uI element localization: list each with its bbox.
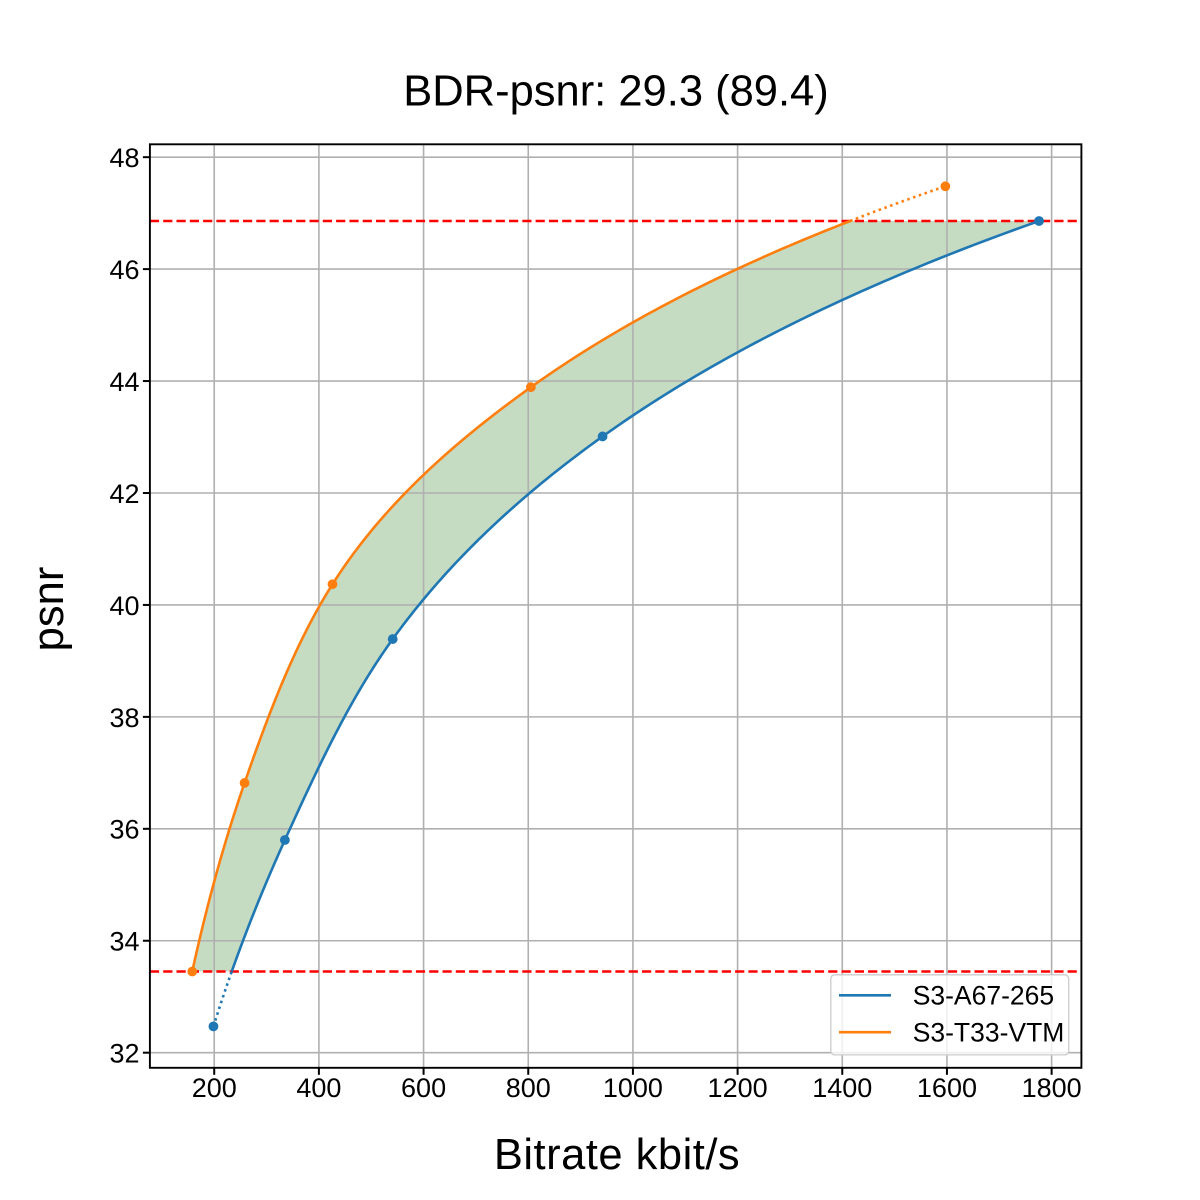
svg-text:40: 40 (109, 591, 139, 621)
svg-text:800: 800 (506, 1073, 551, 1103)
svg-text:34: 34 (109, 927, 139, 957)
svg-text:600: 600 (401, 1073, 446, 1103)
svg-text:1800: 1800 (1022, 1073, 1082, 1103)
svg-text:200: 200 (192, 1073, 237, 1103)
svg-text:400: 400 (296, 1073, 341, 1103)
svg-text:psnr: psnr (25, 567, 73, 652)
svg-text:BDR-psnr: 29.3 (89.4): BDR-psnr: 29.3 (89.4) (403, 68, 829, 116)
svg-text:S3-A67-265: S3-A67-265 (913, 980, 1054, 1010)
svg-text:38: 38 (109, 703, 139, 733)
svg-text:44: 44 (109, 367, 139, 397)
svg-text:42: 42 (109, 479, 139, 509)
svg-text:48: 48 (109, 143, 139, 173)
svg-text:1000: 1000 (603, 1073, 663, 1103)
svg-text:1600: 1600 (917, 1073, 977, 1103)
svg-text:36: 36 (109, 815, 139, 845)
svg-text:1400: 1400 (812, 1073, 872, 1103)
svg-text:S3-T33-VTM: S3-T33-VTM (913, 1017, 1065, 1047)
svg-text:46: 46 (109, 255, 139, 285)
svg-text:1200: 1200 (708, 1073, 768, 1103)
svg-text:32: 32 (109, 1039, 139, 1069)
svg-text:Bitrate kbit/s: Bitrate kbit/s (494, 1131, 740, 1179)
